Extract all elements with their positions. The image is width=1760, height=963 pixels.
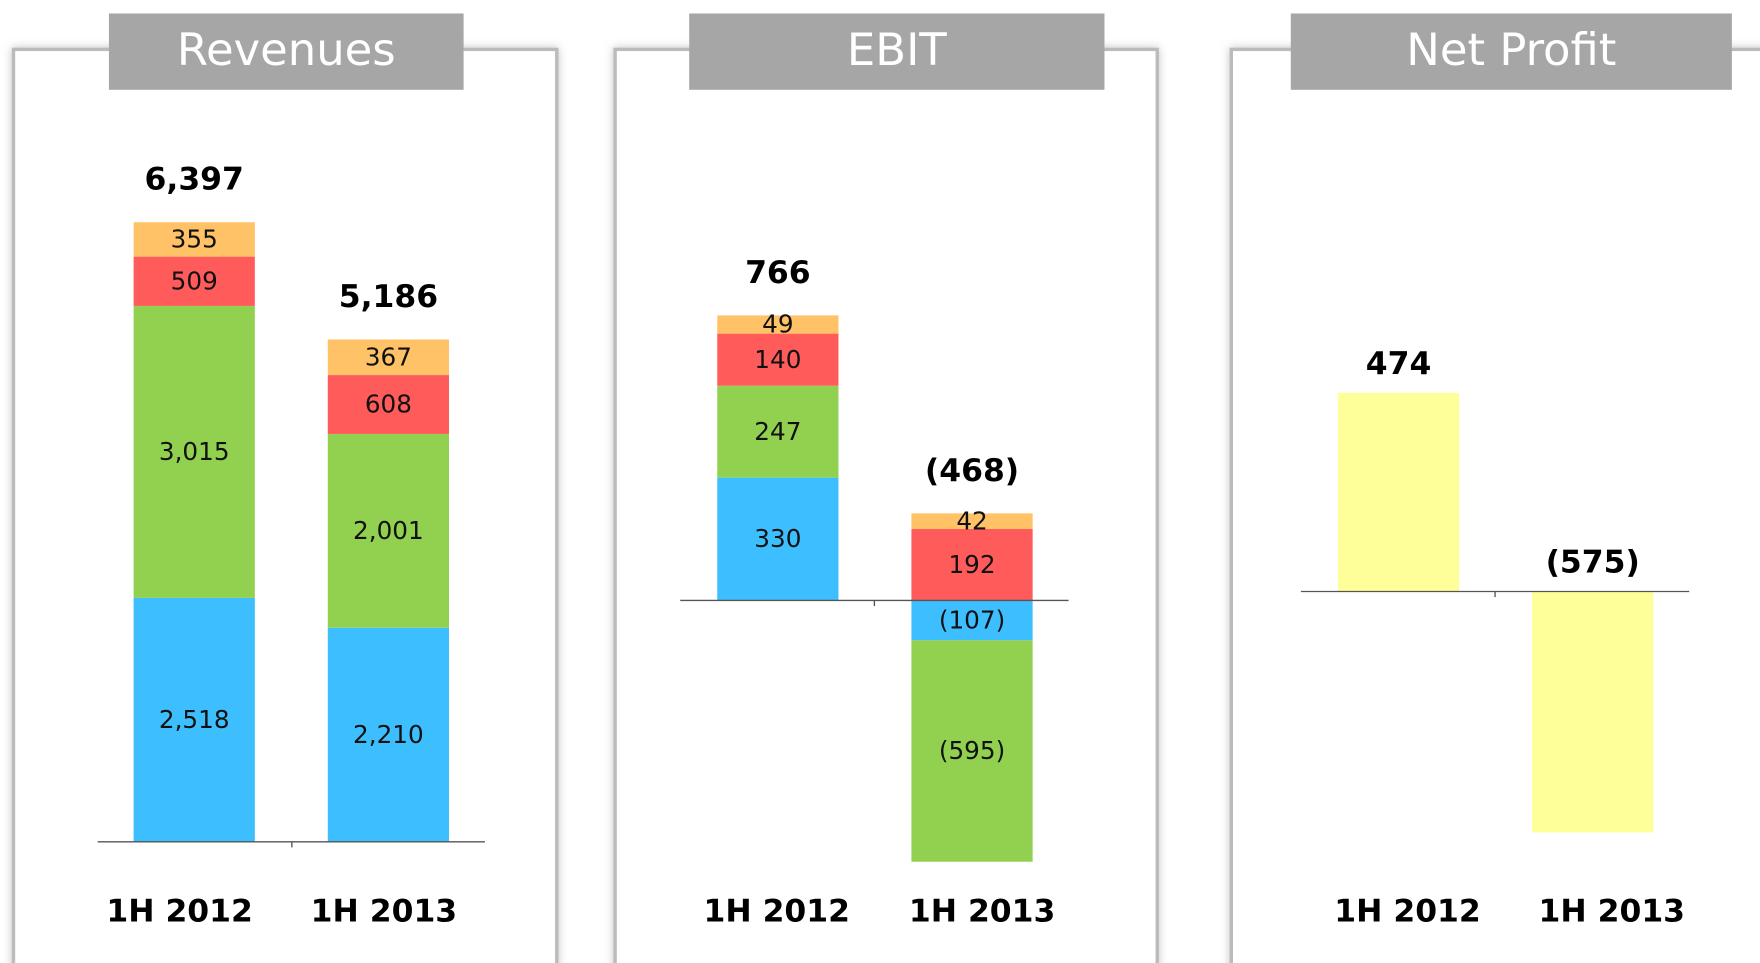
total-label: 766 xyxy=(745,255,811,291)
bar-segment xyxy=(327,627,450,842)
segment-label: 367 xyxy=(365,342,412,371)
total-label: 6,397 xyxy=(145,162,244,198)
bar-segment xyxy=(911,600,1033,641)
bar xyxy=(1532,591,1654,833)
title-box xyxy=(689,13,1105,90)
segment-label: 608 xyxy=(365,390,412,419)
panel-title: Net Profit xyxy=(1406,23,1616,76)
bar-segment xyxy=(133,256,255,306)
segment-label: 42 xyxy=(956,506,987,535)
segment-label: 2,001 xyxy=(353,516,424,545)
panel-frame xyxy=(613,47,1159,963)
bar-segment xyxy=(133,597,255,842)
bar-segment xyxy=(133,222,255,257)
bar-segment xyxy=(327,339,450,376)
bar-segment xyxy=(717,385,839,478)
x-tick-label: 1H 2013 xyxy=(311,893,457,929)
x-tick-label: 1H 2012 xyxy=(1334,893,1480,929)
bar-segment xyxy=(717,477,839,601)
bar-segment xyxy=(327,433,450,628)
total-label: 5,186 xyxy=(339,279,438,315)
segment-label: 247 xyxy=(754,417,801,446)
x-tick-label: 1H 2013 xyxy=(909,893,1055,929)
segment-label: 2,518 xyxy=(159,705,230,734)
segment-label: 330 xyxy=(754,524,801,553)
title-box xyxy=(1290,13,1732,90)
value-label: 474 xyxy=(1366,346,1432,382)
segment-label: 509 xyxy=(171,266,218,295)
bar-segment xyxy=(911,529,1033,601)
title-box xyxy=(108,13,464,90)
bar-segment xyxy=(911,640,1033,862)
panel-frame xyxy=(1229,47,1760,963)
segment-label: 3,015 xyxy=(159,437,230,466)
segment-label: 2,210 xyxy=(353,720,424,749)
x-tick-label: 1H 2012 xyxy=(703,893,849,929)
bar-segment xyxy=(133,305,255,598)
segment-label: 355 xyxy=(171,225,218,254)
bar-segment xyxy=(911,513,1033,530)
segment-label: (595) xyxy=(939,736,1005,765)
x-tick-label: 1H 2012 xyxy=(106,893,252,929)
bar-segment xyxy=(327,375,450,434)
panel-frame xyxy=(11,47,559,963)
panel-title: Revenues xyxy=(177,23,396,76)
panel-title: EBIT xyxy=(847,23,947,76)
segment-label: 140 xyxy=(754,345,801,374)
segment-label: 49 xyxy=(762,310,793,339)
total-label: (468) xyxy=(925,453,1019,489)
bar-segment xyxy=(717,315,839,334)
bar xyxy=(1337,392,1460,592)
value-label: (575) xyxy=(1546,544,1640,580)
x-tick-label: 1H 2013 xyxy=(1539,893,1685,929)
segment-label: (107) xyxy=(939,606,1005,635)
segment-label: 192 xyxy=(948,550,995,579)
bar-segment xyxy=(717,333,839,386)
